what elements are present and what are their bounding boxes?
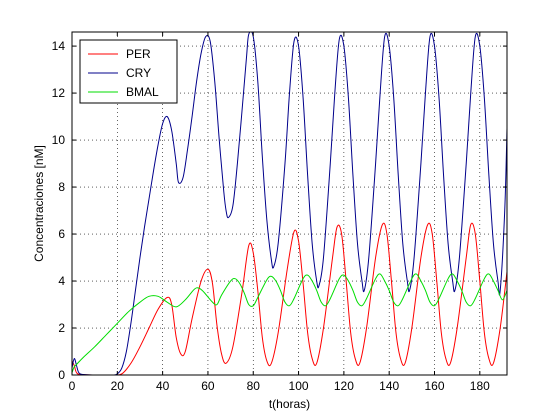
- axis-ticks: [71, 32, 507, 376]
- x-tick-label: 0: [69, 379, 76, 393]
- x-tick-label: 60: [201, 379, 215, 393]
- series-line-per: [72, 222, 507, 375]
- y-axis-label: Concentraciones [nM]: [32, 145, 46, 262]
- y-tick-label: 12: [52, 86, 66, 100]
- legend-label-cry: CRY: [126, 66, 151, 80]
- x-axis-label: t(horas): [269, 397, 310, 411]
- plot-frame: [71, 31, 508, 376]
- series-line-cry: [72, 32, 507, 375]
- x-tick-label: 100: [289, 379, 309, 393]
- x-tick-label: 80: [247, 379, 261, 393]
- y-tick-label: 10: [52, 133, 66, 147]
- series-line-bmal: [72, 273, 507, 373]
- x-tick-label: 120: [334, 379, 354, 393]
- y-tick-label: 0: [58, 368, 65, 382]
- legend-label-bmal: BMAL: [126, 85, 159, 99]
- x-tick-label: 20: [111, 379, 125, 393]
- y-tick-label: 2: [58, 321, 65, 335]
- y-tick-label: 4: [58, 274, 65, 288]
- tick-labels: 0 20 40 60 80 100 120 140 160 180 0 2 4 6 8 10 12 14: [52, 39, 491, 393]
- legend: PER CRY BMAL: [79, 39, 178, 104]
- legend-label-per: PER: [126, 47, 151, 61]
- x-tick-label: 160: [424, 379, 444, 393]
- y-tick-label: 6: [58, 227, 65, 241]
- x-tick-label: 140: [379, 379, 399, 393]
- series-layer: [72, 32, 507, 375]
- y-tick-label: 8: [58, 180, 65, 194]
- x-tick-label: 40: [156, 379, 170, 393]
- y-tick-label: 14: [52, 39, 66, 53]
- x-tick-label: 180: [470, 379, 490, 393]
